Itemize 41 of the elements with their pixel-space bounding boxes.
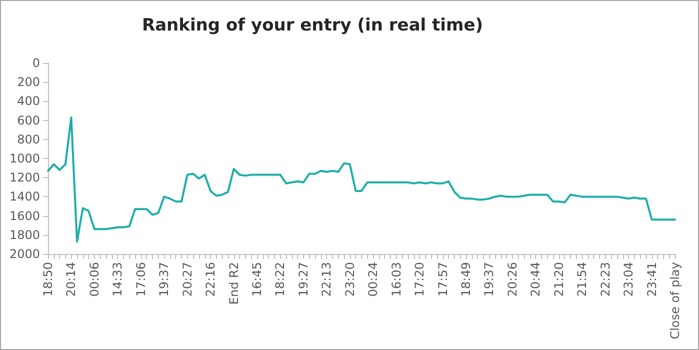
x-tick-label: 20:14: [64, 262, 78, 297]
x-tick-label: 18:49: [459, 262, 473, 297]
x-tick-label: End R2: [226, 262, 241, 305]
x-tick-label: 23:04: [622, 262, 636, 297]
line-series: [47, 116, 676, 243]
x-tick-label: 22:23: [598, 262, 612, 297]
x-tick-label: 14:33: [110, 262, 125, 297]
x-tick-label: 16:03: [389, 262, 404, 297]
y-tick-label: 800: [17, 132, 40, 146]
x-tick-label: 17:20: [412, 262, 427, 297]
y-tick-label: 2000: [9, 247, 40, 261]
x-tick-label: 18:22: [273, 262, 288, 297]
y-tick-label: 1600: [9, 208, 40, 223]
x-tick-label: 23:41: [644, 262, 659, 297]
x-tick-label: 19:37: [157, 262, 172, 297]
y-tick-label: 600: [17, 113, 40, 128]
x-tick-label: 19:37: [482, 262, 496, 297]
x-tick-label: 20:27: [180, 262, 194, 297]
y-tick-label: 1400: [9, 190, 40, 204]
x-tick-label: 21:54: [575, 262, 590, 297]
y-tick-label: 200: [17, 75, 40, 90]
x-tick-label: Close of play: [668, 262, 682, 340]
x-tick-label: 23:20: [342, 262, 357, 297]
y-tick-label: 1200: [9, 170, 40, 185]
chart-title: Ranking of your entry (in real time): [142, 16, 484, 36]
x-tick-label: 17:06: [134, 262, 148, 297]
x-tick-label: 00:24: [366, 262, 380, 297]
x-tick-label: 20:26: [505, 262, 520, 297]
y-tick-label: 0: [32, 56, 40, 70]
x-tick-label: 16:45: [250, 262, 264, 297]
x-tick-label: 20:44: [528, 262, 543, 297]
x-tick-label: 17:57: [436, 262, 450, 297]
x-tick-label: 18:50: [41, 262, 55, 297]
y-tick-label: 1000: [9, 152, 40, 166]
x-tick-label: 19:27: [296, 262, 310, 297]
y-tick-label: 400: [17, 94, 40, 108]
x-tick-label: 21:20: [552, 262, 566, 297]
x-tick-label: 00:06: [87, 262, 102, 297]
x-tick-label: 22:16: [204, 262, 218, 297]
y-tick-label: 1800: [9, 228, 40, 242]
x-tick-label: 22:13: [320, 262, 334, 297]
